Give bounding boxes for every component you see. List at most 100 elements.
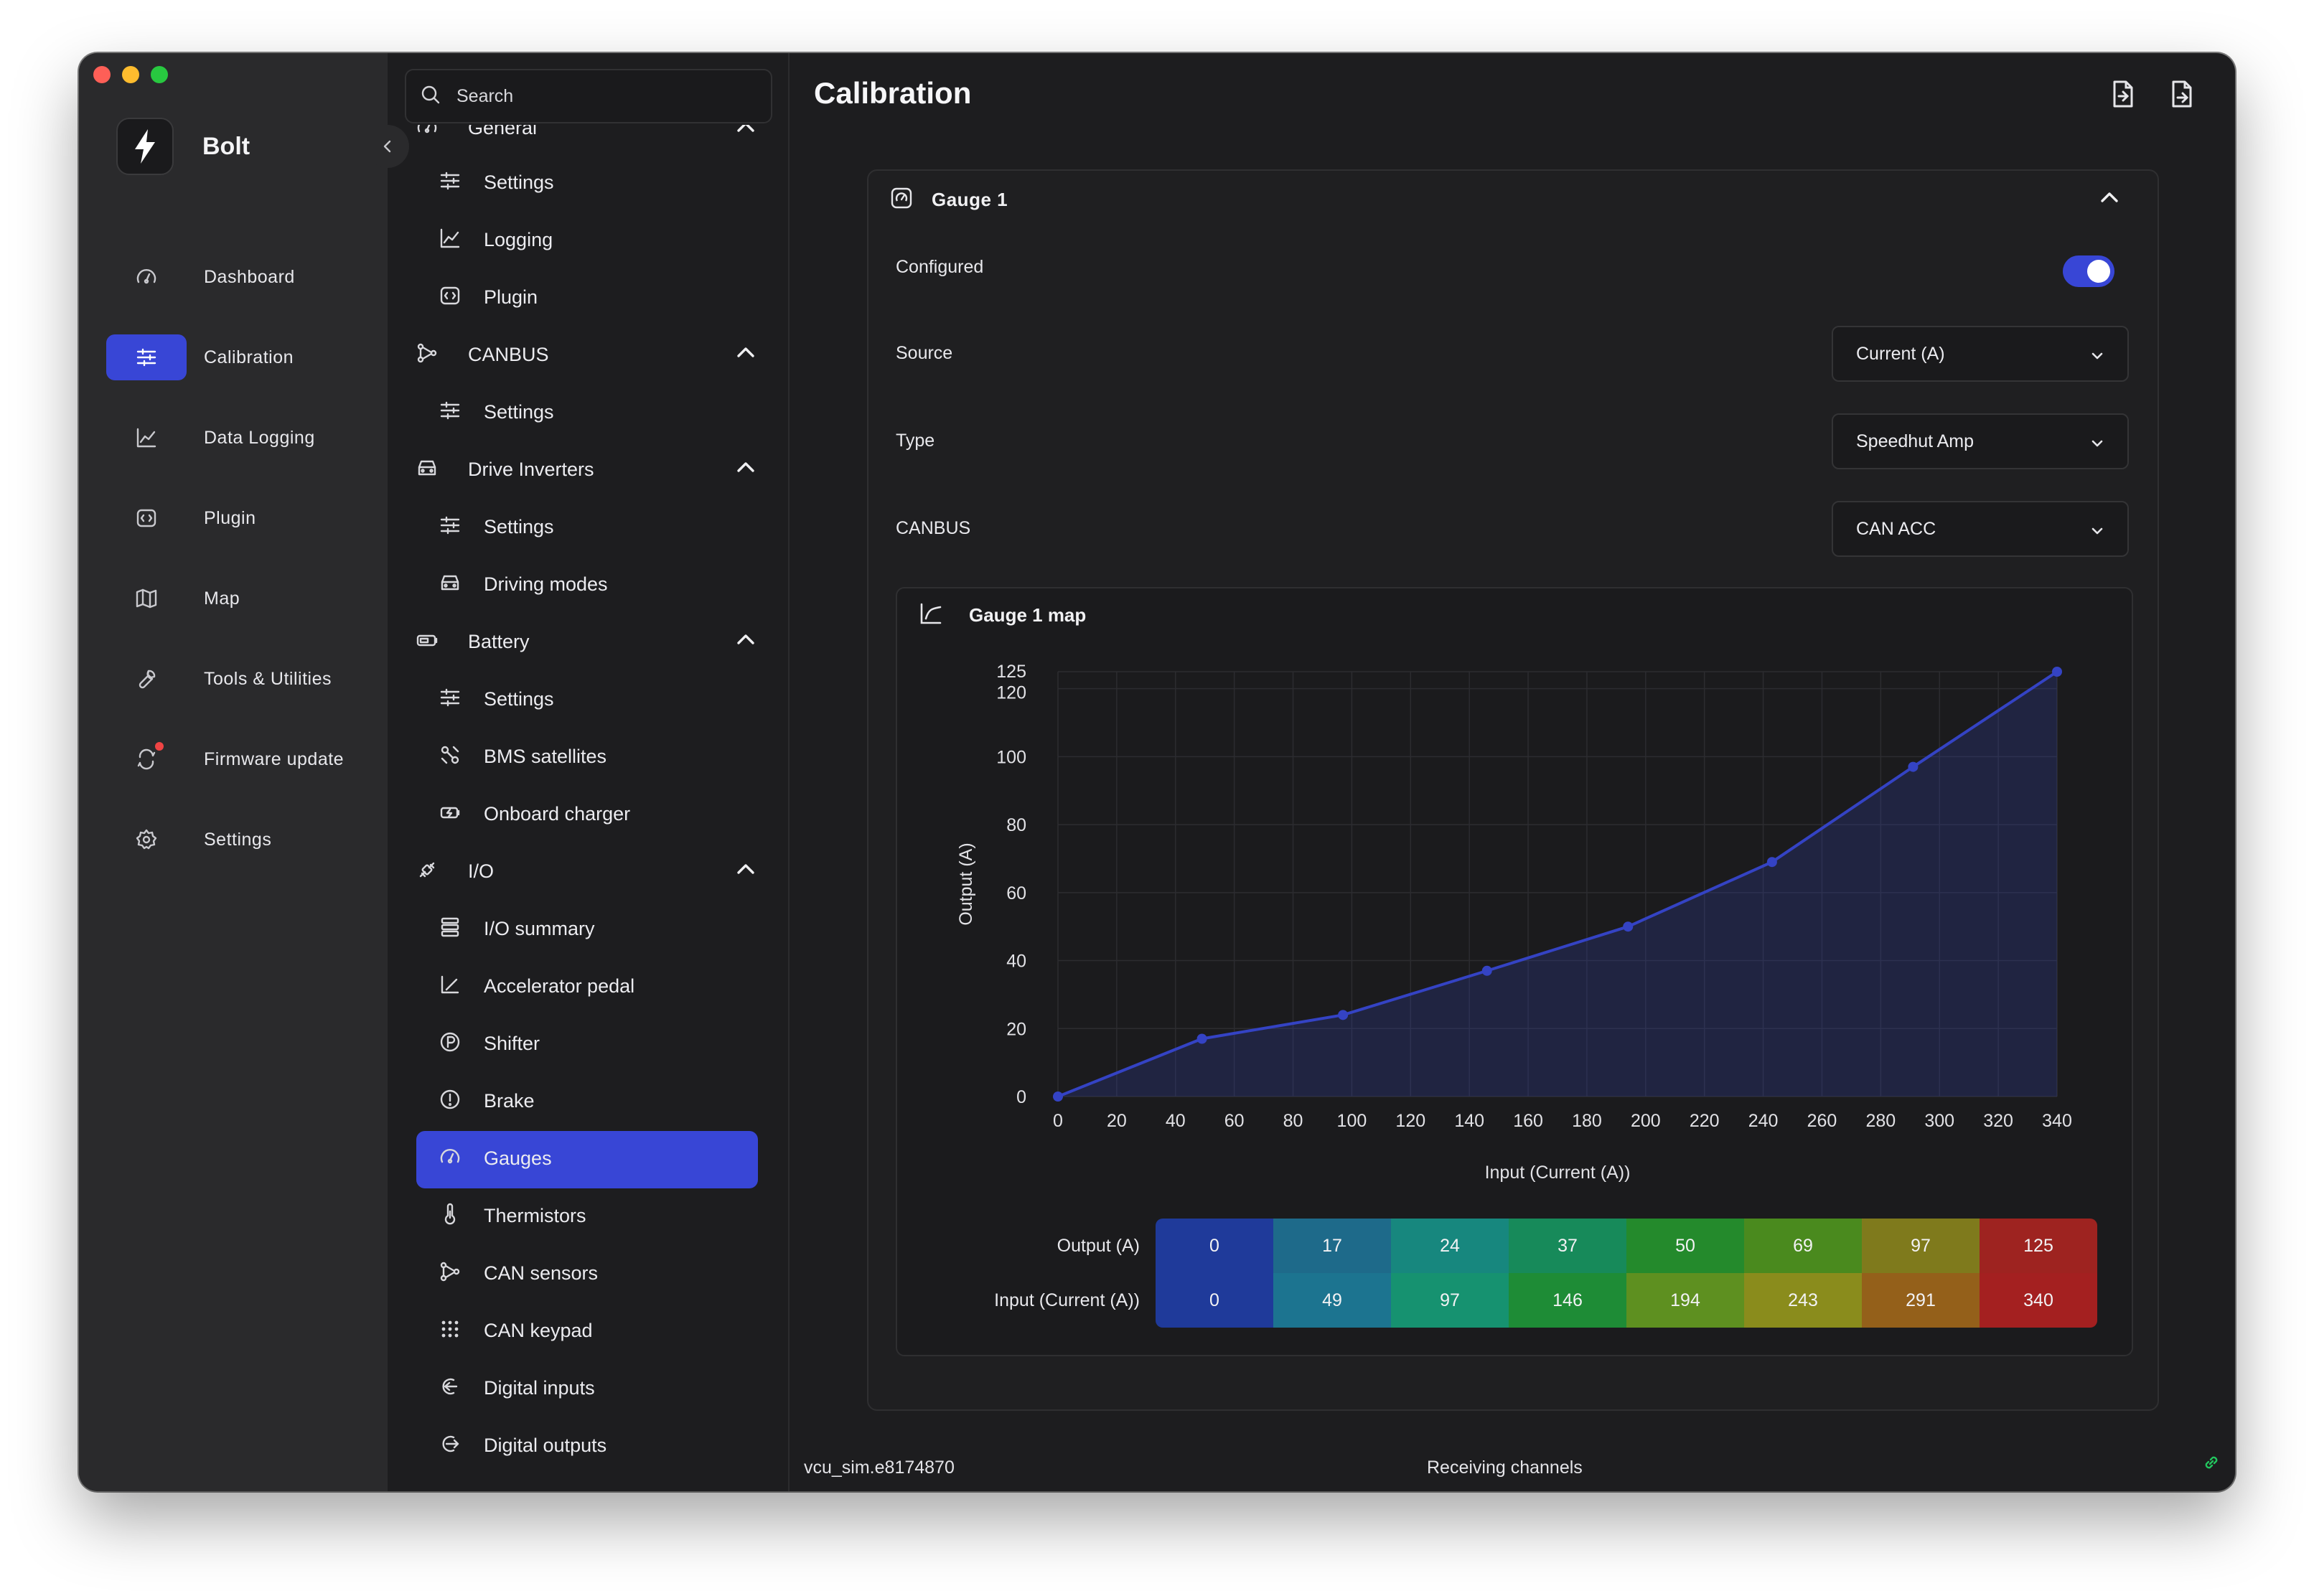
device-id: vcu_sim.e8174870 [804, 1457, 955, 1478]
chart-point[interactable] [1053, 1092, 1063, 1102]
subnav-item-gauges[interactable]: Gauges [388, 1130, 788, 1188]
subnav-item-shifter[interactable]: Shifter [388, 1015, 788, 1072]
x-tick-label: 40 [1166, 1111, 1186, 1131]
car-icon [415, 456, 439, 484]
gauge-map-title: Gauge 1 map [969, 604, 1087, 626]
subnav-item-settings[interactable]: Settings [388, 670, 788, 728]
chart-point[interactable] [2052, 667, 2062, 677]
canbus-label: CANBUS [896, 518, 971, 538]
chevron-up-icon[interactable] [736, 125, 755, 137]
subnav-item-digital-outputs[interactable]: Digital outputs [388, 1417, 788, 1474]
subnav-item-digital-inputs[interactable]: Digital inputs [388, 1359, 788, 1417]
section-label: I/O [468, 860, 495, 882]
subnav-item-plugin[interactable]: Plugin [388, 268, 788, 326]
search-icon [419, 83, 442, 110]
x-tick-label: 320 [1983, 1111, 2013, 1131]
input-cell[interactable]: 146 [1509, 1273, 1626, 1328]
subnav-item-can-keypad[interactable]: CAN keypad [388, 1302, 788, 1359]
nav-item-plugin[interactable]: Plugin [106, 495, 372, 541]
chart-point[interactable] [1481, 965, 1492, 976]
output-cell[interactable]: 50 [1626, 1219, 1744, 1273]
subnav-item-logging[interactable]: Logging [388, 211, 788, 268]
output-cell[interactable]: 37 [1509, 1219, 1626, 1273]
subnav-item-settings[interactable]: Settings [388, 498, 788, 555]
chart-point[interactable] [1338, 1010, 1349, 1020]
subnav-item-settings[interactable]: Settings [388, 154, 788, 211]
app-name: Bolt [202, 132, 250, 160]
nav-item-label: Dashboard [204, 266, 295, 287]
canbus-select[interactable]: CAN ACC [1832, 501, 2129, 557]
subnav-item-i-o-summary[interactable]: I/O summary [388, 900, 788, 957]
export-file-icon[interactable] [2168, 79, 2195, 113]
subnav-item-settings[interactable]: Settings [388, 383, 788, 441]
nav-item-map[interactable]: Map [106, 576, 372, 621]
chevron-up-icon[interactable] [736, 461, 755, 477]
search-box[interactable]: Search [405, 69, 772, 123]
type-select[interactable]: Speedhut Amp [1832, 413, 2129, 469]
subnav-item-label: I/O summary [484, 917, 595, 939]
charger-icon [438, 800, 462, 828]
configured-toggle[interactable] [2063, 255, 2114, 287]
x-tick-label: 120 [1395, 1111, 1425, 1131]
input-cell[interactable]: 291 [1862, 1273, 1980, 1328]
subnav-item-bms-satellites[interactable]: BMS satellites [388, 728, 788, 785]
section-drive-inverters[interactable]: Drive Inverters [388, 441, 788, 498]
import-file-icon[interactable] [2109, 79, 2136, 113]
main-content: Calibration Gauge 1 Configured Source [790, 53, 2235, 1491]
input-cell[interactable]: 49 [1273, 1273, 1391, 1328]
chevron-up-icon[interactable] [736, 863, 755, 879]
chevron-up-icon[interactable] [736, 346, 755, 362]
maximize-window-button[interactable] [151, 66, 168, 83]
input-cell[interactable]: 340 [1980, 1273, 2097, 1328]
chart-point[interactable] [1766, 857, 1777, 868]
chart-point[interactable] [1196, 1033, 1207, 1044]
output-cell[interactable]: 97 [1862, 1219, 1980, 1273]
output-cell[interactable]: 24 [1391, 1219, 1509, 1273]
gauge-map-chart[interactable]: 0 20 40 60 80 100 120 140 160 180 200 220 240 260 280 3… [897, 588, 2135, 1206]
subnav-item-accelerator-pedal[interactable]: Accelerator pedal [388, 957, 788, 1015]
nav-item-tools-utilities[interactable]: Tools & Utilities [106, 656, 372, 702]
output-cell[interactable]: 0 [1156, 1219, 1273, 1273]
section-i-o[interactable]: I/O [388, 842, 788, 900]
input-cell[interactable]: 97 [1391, 1273, 1509, 1328]
subnav-item-thermistors[interactable]: Thermistors [388, 1187, 788, 1244]
chart-point[interactable] [1908, 761, 1919, 772]
nav-item-firmware-update[interactable]: Firmware update [106, 736, 372, 782]
y-tick-label: 120 [996, 683, 1026, 703]
chart-point[interactable] [1623, 921, 1634, 932]
output-cell[interactable]: 69 [1744, 1219, 1862, 1273]
input-cell[interactable]: 243 [1744, 1273, 1862, 1328]
output-cell[interactable]: 17 [1273, 1219, 1391, 1273]
collapse-sidebar-button[interactable] [366, 125, 409, 168]
subnav-item-onboard-charger[interactable]: Onboard charger [388, 785, 788, 842]
subnav-item-label: Brake [484, 1089, 535, 1112]
source-select[interactable]: Current (A) [1832, 326, 2129, 382]
search-input[interactable]: Search [456, 85, 514, 106]
input-cell[interactable]: 0 [1156, 1273, 1273, 1328]
subnav-item-driving-modes[interactable]: Driving modes [388, 555, 788, 613]
nav-item-data-logging[interactable]: Data Logging [106, 415, 372, 461]
x-tick-label: 20 [1107, 1111, 1127, 1131]
section-general[interactable]: General [388, 125, 788, 154]
section-battery[interactable]: Battery [388, 613, 788, 670]
output-cell[interactable]: 125 [1980, 1219, 2097, 1273]
minimize-window-button[interactable] [122, 66, 139, 83]
close-window-button[interactable] [93, 66, 111, 83]
section-canbus[interactable]: CANBUS [388, 326, 788, 383]
chevron-down-icon [2090, 347, 2104, 368]
subnav-item-label: Plugin [484, 286, 538, 308]
nav-item-calibration[interactable]: Calibration [106, 334, 372, 380]
subnav-item-brake[interactable]: Brake [388, 1072, 788, 1130]
nav-list: Dashboard Calibration Data Logging Plugi… [106, 254, 372, 897]
chevron-up-icon[interactable] [2100, 191, 2119, 207]
sliders-icon [438, 398, 462, 426]
nav-item-dashboard[interactable]: Dashboard [106, 254, 372, 300]
input-cell[interactable]: 194 [1626, 1273, 1744, 1328]
chart-line-icon [919, 601, 943, 629]
subnav-item-can-sensors[interactable]: CAN sensors [388, 1244, 788, 1302]
y-tick-label: 100 [996, 747, 1026, 767]
nav-item-settings[interactable]: Settings [106, 817, 372, 863]
gauge-card-header[interactable]: Gauge 1 [890, 187, 1008, 213]
chevron-up-icon[interactable] [736, 633, 755, 649]
